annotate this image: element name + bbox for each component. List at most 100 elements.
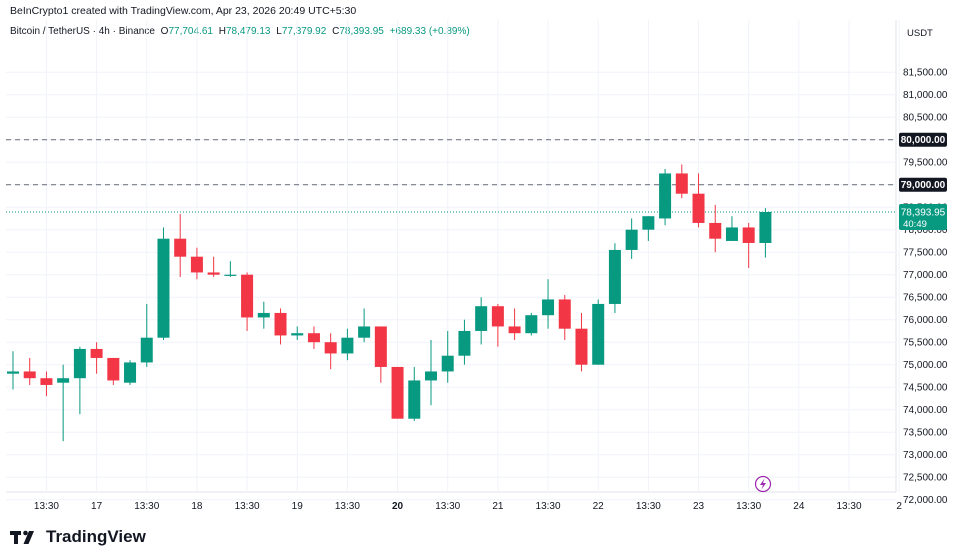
candle-body[interactable] xyxy=(742,227,755,243)
candle-body[interactable] xyxy=(341,337,354,354)
candle-body[interactable] xyxy=(642,216,655,230)
y-tick-label: 78,000.00 xyxy=(903,225,948,236)
price-chart[interactable]: USDT 72,000.00 72,500.00 73,000.00 73,500.00… xyxy=(0,0,959,520)
x-tick-label: 13:30 xyxy=(235,501,260,512)
horizontal-levels xyxy=(6,139,896,213)
candle-body[interactable] xyxy=(241,274,254,318)
bar-countdown: 40:49 xyxy=(903,219,927,230)
y-tick-label: 79,500.00 xyxy=(903,158,948,169)
x-tick-label: 23 xyxy=(693,501,705,512)
y-tick-label: 77,500.00 xyxy=(903,248,948,259)
level-tag-label: 79,000.00 xyxy=(901,180,946,191)
candle-body[interactable] xyxy=(625,229,638,250)
x-tick-label: 13:30 xyxy=(34,501,59,512)
x-tick-label: 21 xyxy=(492,501,504,512)
candle-body[interactable] xyxy=(491,306,504,327)
candle-body[interactable] xyxy=(307,333,320,343)
x-tick-label: 22 xyxy=(593,501,605,512)
x-tick-label: 13:30 xyxy=(335,501,360,512)
symbol-legend: Bitcoin / TetherUS · 4h · Binance O77,70… xyxy=(10,26,470,37)
candle-body[interactable] xyxy=(458,330,471,356)
candle-body[interactable] xyxy=(608,249,621,304)
candle-body[interactable] xyxy=(425,371,437,381)
price-axis[interactable]: USDT 72,000.00 72,500.00 73,000.00 73,500.00… xyxy=(903,28,948,506)
x-tick-label: 2 xyxy=(896,501,902,512)
candle-body[interactable] xyxy=(675,173,688,194)
candle-body[interactable] xyxy=(291,333,304,336)
time-axis[interactable]: 13:30 17 13:30 18 13:30 19 13:30 20 13:30 21 13:30… xyxy=(34,501,902,512)
close-label: C xyxy=(332,26,340,37)
change-value: +689.33 (+0.89%) xyxy=(389,26,470,37)
candle-body[interactable] xyxy=(525,315,538,334)
candle-body[interactable] xyxy=(7,371,19,374)
candle-body[interactable] xyxy=(408,380,421,419)
candle-body[interactable] xyxy=(73,348,86,379)
y-tick-label: 76,000.00 xyxy=(903,315,948,326)
close-value: 78,393.95 xyxy=(339,26,384,37)
x-tick-label: 17 xyxy=(91,501,103,512)
candle-body[interactable] xyxy=(542,299,555,316)
last-price-label: 78,393.95 xyxy=(901,207,946,218)
x-tick-label: 13:30 xyxy=(836,501,861,512)
candle-body[interactable] xyxy=(190,256,203,273)
y-tick-label: 73,000.00 xyxy=(903,450,948,461)
candle-body[interactable] xyxy=(508,326,521,334)
candle-body[interactable] xyxy=(374,326,387,367)
y-tick-label: 74,500.00 xyxy=(903,383,948,394)
candle-body[interactable] xyxy=(224,274,237,276)
candle-body[interactable] xyxy=(207,272,220,275)
x-tick-label: 13:30 xyxy=(134,501,159,512)
level-tag-label: 80,000.00 xyxy=(901,135,946,146)
candle-body[interactable] xyxy=(174,238,187,257)
y-tick-label: 77,000.00 xyxy=(903,270,948,281)
candle-body[interactable] xyxy=(358,326,371,338)
x-tick-label: 13:30 xyxy=(736,501,761,512)
x-tick-label: 13:30 xyxy=(536,501,561,512)
open-label: O xyxy=(160,26,169,37)
candle-body[interactable] xyxy=(725,227,738,241)
candle-body[interactable] xyxy=(575,328,588,365)
candle-body[interactable] xyxy=(659,173,672,219)
brand[interactable]: TradingView xyxy=(10,527,146,547)
symbol-name[interactable]: Bitcoin / TetherUS · 4h · Binance xyxy=(10,26,155,37)
y-tick-label: 75,000.00 xyxy=(903,360,948,371)
open-value: 77,704.61 xyxy=(168,26,213,37)
candle-body[interactable] xyxy=(692,193,705,223)
candle-body[interactable] xyxy=(40,378,53,385)
candle-body[interactable] xyxy=(140,337,153,363)
x-tick-label: 24 xyxy=(793,501,805,512)
candle-body[interactable] xyxy=(23,371,36,379)
currency-label: USDT xyxy=(907,28,933,39)
y-tick-label: 80,500.00 xyxy=(903,113,948,124)
candle-body[interactable] xyxy=(441,355,454,372)
chart-credit: BeInCrypto1 created with TradingView.com… xyxy=(10,5,357,17)
candles xyxy=(7,164,772,442)
candle-body[interactable] xyxy=(759,211,772,243)
candle-body[interactable] xyxy=(57,378,70,383)
candle-body[interactable] xyxy=(107,357,120,381)
x-tick-label: 19 xyxy=(292,501,304,512)
brand-name: TradingView xyxy=(46,527,146,546)
candle-body[interactable] xyxy=(90,348,103,358)
last-price-tag xyxy=(899,203,947,230)
zap-icon[interactable] xyxy=(754,475,772,493)
candle-body[interactable] xyxy=(274,312,287,336)
chart-grid xyxy=(6,20,900,501)
candle-body[interactable] xyxy=(257,312,270,318)
y-tick-label: 72,500.00 xyxy=(903,473,948,484)
candle-body[interactable] xyxy=(124,362,137,383)
y-tick-label: 81,500.00 xyxy=(903,68,948,79)
candle-body[interactable] xyxy=(391,366,404,419)
candle-body[interactable] xyxy=(592,303,605,365)
candle-body[interactable] xyxy=(475,306,488,331)
candle-body[interactable] xyxy=(157,238,170,338)
y-tick-label: 72,000.00 xyxy=(903,495,948,506)
candle-body[interactable] xyxy=(709,222,722,239)
y-tick-label: 74,000.00 xyxy=(903,405,948,416)
level-tag xyxy=(899,132,947,147)
candle-body[interactable] xyxy=(324,342,337,354)
low-label: L xyxy=(276,26,282,37)
candle-body[interactable] xyxy=(558,299,571,329)
y-tick-label: 81,000.00 xyxy=(903,90,948,101)
